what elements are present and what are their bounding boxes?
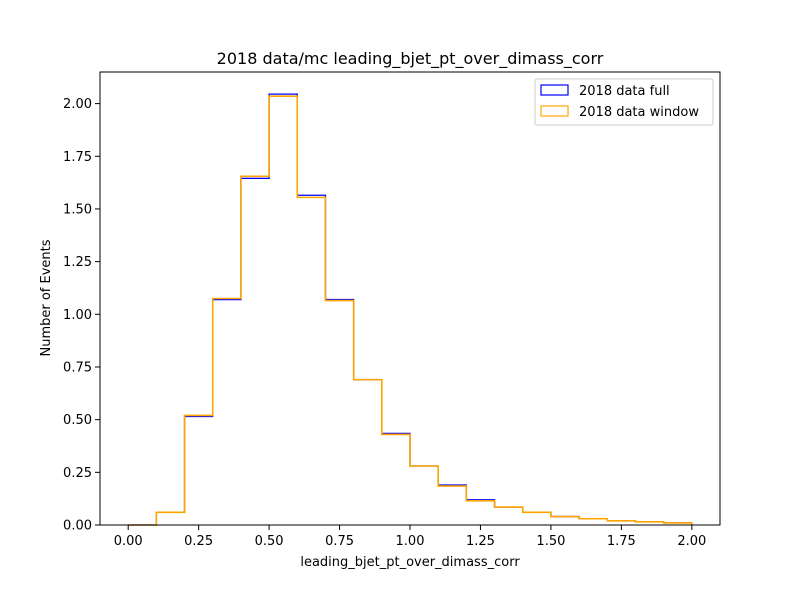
y-tick-label: 1.00 xyxy=(63,308,92,323)
y-tick-label: 0.25 xyxy=(63,466,92,481)
x-tick-label: 1.25 xyxy=(466,534,495,549)
x-tick-label: 0.75 xyxy=(325,534,354,549)
y-ticks: 0.00 0.25 0.50 0.75 1.00 1.25 1.50 1.75 2.00 xyxy=(63,97,100,534)
x-tick-label: 2.00 xyxy=(677,534,706,549)
x-tick-label: 1.00 xyxy=(396,534,425,549)
y-tick-label: 1.25 xyxy=(63,255,92,270)
y-tick-label: 1.50 xyxy=(63,202,92,217)
y-axis-label: Number of Events xyxy=(39,239,54,356)
legend-swatch-window xyxy=(540,105,569,117)
x-tick-label: 1.50 xyxy=(536,534,565,549)
x-tick-label: 0.50 xyxy=(255,534,284,549)
y-tick-label: 1.75 xyxy=(63,150,92,165)
legend-box xyxy=(534,78,714,126)
y-tick-label: 0.00 xyxy=(63,519,92,534)
chart-title: 2018 data/mc leading_bjet_pt_over_dimass… xyxy=(217,49,604,69)
x-tick-label: 1.75 xyxy=(607,534,636,549)
legend-label-window: 2018 data window xyxy=(579,105,699,120)
legend-swatch-full xyxy=(540,84,569,96)
legend: 2018 data full 2018 data window xyxy=(534,78,714,126)
series-line-1 xyxy=(128,95,693,526)
y-tick-label: 0.75 xyxy=(63,360,92,375)
y-tick-label: 0.50 xyxy=(63,413,92,428)
x-tick-label: 0.00 xyxy=(114,534,143,549)
series-layer xyxy=(128,93,693,526)
x-ticks: 0.00 0.25 0.50 0.75 1.00 1.25 1.50 1.75 2.00 xyxy=(114,525,706,549)
y-tick-label: 2.00 xyxy=(63,97,92,112)
x-tick-label: 0.25 xyxy=(184,534,213,549)
x-axis-label: leading_bjet_pt_over_dimass_corr xyxy=(300,555,520,570)
legend-label-full: 2018 data full xyxy=(579,84,670,99)
